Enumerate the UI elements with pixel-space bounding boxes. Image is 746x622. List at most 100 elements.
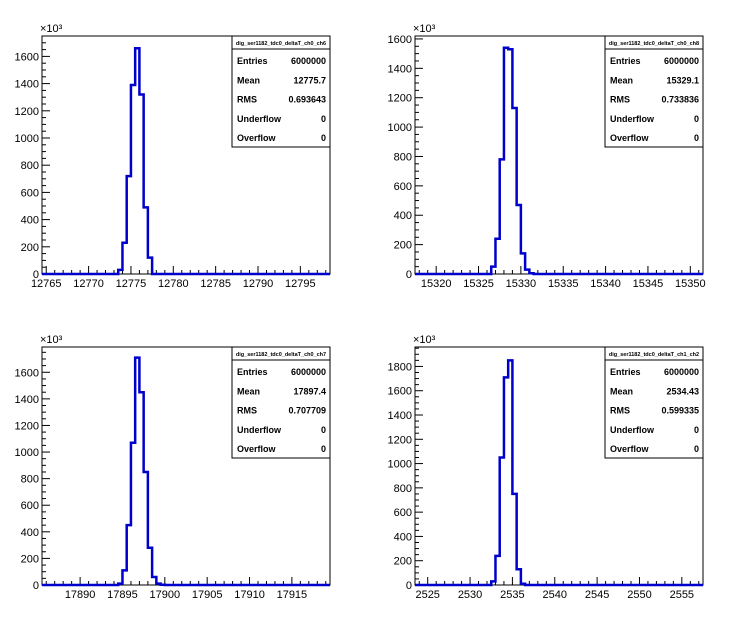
stats-box-border [231, 35, 331, 148]
x-tick-label: 2545 [585, 589, 609, 601]
x-tick-label: 2550 [627, 589, 651, 601]
x-tick-label: 2525 [415, 589, 439, 601]
y-tick-label: 1800 [388, 361, 412, 373]
stats-box: dig_ser1182_tdc0_deltaT_ch0_ch6 Entries 60… [231, 35, 331, 148]
histogram-panel-2: 0 200 400 600 800 1000 1200 1400 1600 15320 15325 1… [388, 23, 706, 290]
histogram-series [415, 46, 703, 276]
histogram-series [415, 359, 703, 587]
stats-value: 6000000 [664, 56, 699, 66]
x-tick-label: 15320 [421, 278, 452, 290]
x-tick-label: 12790 [243, 278, 274, 290]
y-multiplier-label: ×10³ [40, 23, 63, 35]
histogram-panel-4: 0 200 400 600 800 1000 1200 1400 1600 1800 2525 253… [388, 334, 704, 601]
stats-value: 0 [694, 444, 699, 454]
x-tick-label: 17905 [192, 589, 223, 601]
stats-key: Entries [610, 367, 641, 377]
stats-box: dig_ser1182_tdc0_deltaT_ch0_ch8 Entries 60… [604, 35, 704, 148]
x-tick-label: 17900 [150, 589, 181, 601]
x-tick-label: 17915 [277, 589, 308, 601]
stats-value: 2534.43 [666, 386, 699, 396]
x-tick-label: 12785 [200, 278, 231, 290]
stats-value: 17897.4 [293, 386, 326, 396]
x-tick-label: 12770 [73, 278, 104, 290]
stats-value: 0.693643 [288, 95, 326, 105]
y-tick-label: 600 [394, 181, 412, 193]
x-tick-label: 12775 [116, 278, 147, 290]
y-tick-label: 1000 [388, 122, 412, 134]
y-tick-label: 1400 [15, 394, 39, 406]
stats-value: 0 [694, 425, 699, 435]
stats-key: Overflow [237, 444, 277, 454]
stats-box-title: dig_ser1182_tdc0_deltaT_ch1_ch2 [609, 352, 699, 358]
y-tick-label: 1400 [388, 410, 412, 422]
x-tick-label: 2555 [670, 589, 694, 601]
stats-box: dig_ser1182_tdc0_deltaT_ch0_ch7 Entries 60… [231, 346, 331, 459]
x-tick-label: 12765 [31, 278, 62, 290]
y-tick-label: 800 [394, 151, 412, 163]
histogram-series [42, 356, 330, 587]
y-multiplier-label: ×10³ [413, 23, 436, 35]
stats-key: Underflow [237, 425, 282, 435]
stats-key: Mean [610, 386, 633, 396]
stats-value: 0 [321, 425, 326, 435]
stats-key: RMS [237, 95, 257, 105]
y-tick-label: 1000 [388, 459, 412, 471]
stats-key: Mean [237, 75, 260, 85]
x-tick-label: 15335 [548, 278, 579, 290]
stats-key: RMS [610, 95, 630, 105]
y-tick-label: 1200 [388, 434, 412, 446]
x-tick-label: 12795 [285, 278, 316, 290]
x-tick-label: 2535 [500, 589, 524, 601]
stats-value: 0 [321, 114, 326, 124]
y-tick-label: 600 [394, 507, 412, 519]
stats-value: 0 [694, 114, 699, 124]
stats-box: dig_ser1182_tdc0_deltaT_ch1_ch2 Entries 60… [604, 346, 704, 459]
y-tick-label: 1000 [15, 447, 39, 459]
stats-box-title: dig_ser1182_tdc0_deltaT_ch0_ch7 [236, 352, 326, 358]
x-tick-label: 15345 [633, 278, 664, 290]
y-tick-label: 1600 [388, 386, 412, 398]
stats-key: Underflow [610, 425, 655, 435]
stats-key: Entries [610, 56, 641, 66]
y-tick-label: 0 [406, 269, 412, 281]
stats-value: 0 [321, 133, 326, 143]
y-tick-label: 800 [21, 160, 39, 172]
y-tick-label: 1400 [388, 63, 412, 75]
y-tick-label: 600 [21, 187, 39, 199]
stats-key: Mean [237, 386, 260, 396]
stats-value: 12775.7 [293, 75, 326, 85]
y-tick-label: 400 [394, 210, 412, 222]
x-tick-label: 17895 [107, 589, 138, 601]
stats-box-title: dig_ser1182_tdc0_deltaT_ch0_ch8 [609, 41, 699, 47]
y-tick-label: 200 [21, 242, 39, 254]
stats-value: 0 [694, 133, 699, 143]
y-tick-label: 0 [33, 269, 39, 281]
y-tick-label: 1400 [15, 79, 39, 91]
stats-key: Entries [237, 56, 268, 66]
x-tick-label: 15330 [506, 278, 537, 290]
stats-value: 0.733836 [661, 95, 699, 105]
y-tick-label: 800 [394, 483, 412, 495]
stats-key: Underflow [610, 114, 655, 124]
stats-key: Entries [237, 367, 268, 377]
y-tick-label: 800 [21, 474, 39, 486]
stats-value: 15329.1 [666, 75, 699, 85]
stats-box-border [231, 346, 331, 459]
y-multiplier-label: ×10³ [413, 334, 436, 346]
x-tick-label: 12780 [158, 278, 189, 290]
x-tick-label: 17890 [65, 589, 96, 601]
histogram-panel-1: 0 200 400 600 800 1000 1200 1400 1600 12765 12770 1… [15, 23, 331, 290]
histogram-series [42, 46, 330, 276]
y-tick-label: 600 [21, 500, 39, 512]
x-tick-label: 15340 [590, 278, 621, 290]
y-tick-label: 200 [21, 553, 39, 565]
stats-key: RMS [610, 406, 630, 416]
y-tick-label: 1000 [15, 133, 39, 145]
x-tick-label: 2540 [543, 589, 567, 601]
stats-value: 6000000 [664, 367, 699, 377]
y-tick-label: 400 [21, 527, 39, 539]
x-tick-label: 2530 [458, 589, 482, 601]
stats-key: RMS [237, 406, 257, 416]
x-tick-label: 15350 [675, 278, 706, 290]
